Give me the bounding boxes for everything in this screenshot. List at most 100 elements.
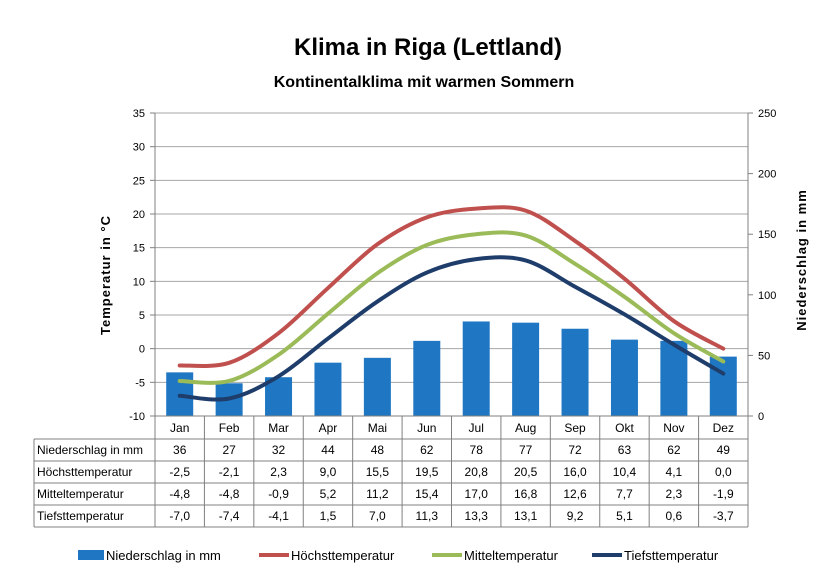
series-line-1 <box>177 205 726 369</box>
chart-title: Klima in Riga (Lettland) <box>294 34 562 61</box>
table-cell-value: 17,0 <box>465 487 489 501</box>
x-category-label: Feb <box>219 421 240 435</box>
precipitation-bar <box>413 340 441 416</box>
table-cell-value: 15,5 <box>366 465 390 479</box>
x-category-label: Jun <box>417 421 436 435</box>
table-cell-value: 9,2 <box>567 509 584 523</box>
table-cell-value: 13,1 <box>514 509 538 523</box>
x-category-label: Jan <box>170 421 189 435</box>
x-category-label: Mai <box>368 421 387 435</box>
legend-label: Tiefsttemperatur <box>624 548 719 563</box>
table-cell-value: -7,4 <box>219 509 240 523</box>
legend-swatch-bar <box>78 550 104 560</box>
table-cell-value: -2,5 <box>169 465 190 479</box>
precipitation-bar <box>660 340 688 416</box>
table-cell-value: 48 <box>371 443 385 457</box>
precipitation-bar <box>610 339 638 416</box>
y-left-tick-label: 35 <box>133 108 145 120</box>
precipitation-bar <box>462 321 490 416</box>
x-category-label: Apr <box>319 421 338 435</box>
chart-subtitle: Kontinentalklima mit warmen Sommern <box>274 74 575 91</box>
table-cell-value: -4,8 <box>169 487 190 501</box>
y-left-tick-label: 0 <box>139 344 145 356</box>
table-cell-value: 7,7 <box>616 487 633 501</box>
table-cell-value: 19,5 <box>415 465 439 479</box>
table-cell-value: 5,1 <box>616 509 633 523</box>
legend-label: Mitteltemperatur <box>464 548 559 563</box>
table-cell-value: 13,3 <box>465 509 489 523</box>
y-axis-right-label: Niederschlag in mm <box>794 189 809 331</box>
precipitation-bars <box>166 321 737 416</box>
table-cell-value: 44 <box>321 443 335 457</box>
x-category-label: Sep <box>564 421 586 435</box>
y-right-tick-label: 50 <box>758 350 770 362</box>
table-cell-value: 36 <box>173 443 187 457</box>
table-cell-value: -3,7 <box>713 509 734 523</box>
y-right-tick-label: 100 <box>758 290 776 302</box>
table-cell-value: 7,0 <box>369 509 386 523</box>
table-cell-value: 16,8 <box>514 487 538 501</box>
table-cell-value: 32 <box>272 443 286 457</box>
y-left-tick-label: 10 <box>133 276 145 288</box>
y-right-tick-label: 200 <box>758 169 776 181</box>
precipitation-bar <box>314 362 342 416</box>
table-cell-value: 4,1 <box>666 465 683 479</box>
series-line-2 <box>177 230 726 385</box>
data-table: Jan Feb Mar Apr Mai Jun Jul Aug Sep Okt Nov Dez Nied… <box>33 415 749 528</box>
y-right-tick-label: 150 <box>758 229 776 241</box>
table-cell-value: 72 <box>568 443 582 457</box>
table-cell-value: 2,3 <box>270 465 287 479</box>
y-left-tick-label: 15 <box>133 243 145 255</box>
table-cell-value: -4,1 <box>268 509 289 523</box>
table-cell-value: 77 <box>519 443 533 457</box>
table-cell-value: 11,3 <box>416 509 439 523</box>
x-category-label: Aug <box>515 421 536 435</box>
table-cell-value: 1,5 <box>320 509 337 523</box>
y-left-tick-label: 25 <box>133 175 145 187</box>
legend-label: Niederschlag in mm <box>106 548 221 563</box>
table-row-label: Niederschlag in mm <box>37 443 143 457</box>
table-cell-value: 9,0 <box>320 465 337 479</box>
x-category-label: Mar <box>268 421 289 435</box>
table-cell-value: 20,5 <box>514 465 538 479</box>
table-cell-value: 27 <box>222 443 236 457</box>
series-line-3 <box>177 255 726 402</box>
table-cell-value: -2,1 <box>219 465 240 479</box>
table-cell-value: 49 <box>717 443 731 457</box>
table-cell-value: 0,0 <box>715 465 732 479</box>
table-cell-value: 62 <box>420 443 434 457</box>
table-cell-value: 0,6 <box>666 509 683 523</box>
legend-label: Höchsttemperatur <box>291 548 395 563</box>
x-category-label: Nov <box>663 421 684 435</box>
y-right-tick-label: 250 <box>758 108 776 120</box>
temperature-lines <box>177 205 726 402</box>
table-row-label: Höchsttemperatur <box>37 465 132 479</box>
table-cell-value: -0,9 <box>268 487 289 501</box>
precipitation-bar <box>561 328 589 416</box>
precipitation-bar <box>363 357 391 416</box>
y-left-tick-label: -10 <box>129 411 145 423</box>
y-axis-left-label: Temperatur in °C <box>98 215 113 335</box>
table-cell-value: 62 <box>667 443 681 457</box>
table-cell-value: 5,2 <box>320 487 337 501</box>
y-right-tick-label: 0 <box>758 411 764 423</box>
table-cell-value: 12,6 <box>563 487 587 501</box>
table-cell-value: 15,4 <box>415 487 439 501</box>
y-left-tick-label: 5 <box>139 310 145 322</box>
table-row-label: Tiefsttemperatur <box>37 509 124 523</box>
table-cell-value: 20,8 <box>465 465 489 479</box>
table-row-label: Mitteltemperatur <box>37 487 124 501</box>
legend: Niederschlag in mm Höchsttemperatur Mittel… <box>78 548 719 563</box>
x-category-label: Jul <box>469 421 484 435</box>
table-cell-value: -7,0 <box>169 509 190 523</box>
y-left-tick-label: -5 <box>135 377 145 389</box>
table-cell-value: 63 <box>618 443 632 457</box>
y-left-tick-label: 30 <box>133 142 145 154</box>
table-cell-value: -4,8 <box>219 487 240 501</box>
table-cell-value: 78 <box>470 443 484 457</box>
y-left-tick-label: 20 <box>133 209 145 221</box>
precipitation-bar <box>709 356 737 416</box>
table-cell-value: -1,9 <box>713 487 734 501</box>
